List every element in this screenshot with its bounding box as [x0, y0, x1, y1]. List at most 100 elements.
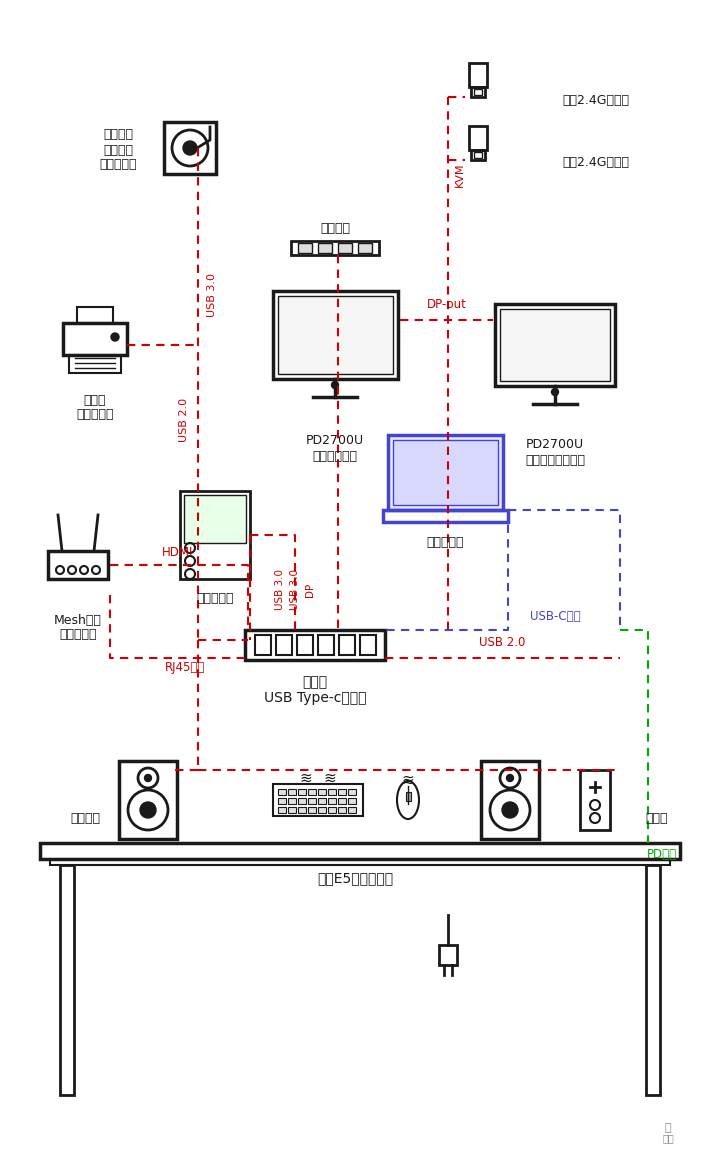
- Bar: [500, 309, 610, 381]
- Bar: [469, 126, 487, 150]
- Circle shape: [552, 388, 559, 395]
- Bar: [474, 152, 482, 158]
- Bar: [474, 89, 482, 94]
- Bar: [298, 243, 312, 253]
- Bar: [481, 761, 539, 839]
- Bar: [180, 491, 250, 579]
- Text: 桌面音箱: 桌面音箱: [70, 811, 100, 825]
- Bar: [308, 808, 316, 813]
- Bar: [360, 635, 376, 655]
- Text: （规划中）: （规划中）: [76, 409, 114, 422]
- Circle shape: [506, 774, 513, 781]
- Text: PD2700U: PD2700U: [526, 439, 584, 452]
- Text: PD供电: PD供电: [647, 849, 677, 862]
- Bar: [383, 510, 508, 522]
- Text: DP-out: DP-out: [427, 298, 467, 311]
- Bar: [278, 789, 286, 795]
- Text: 解码器: 解码器: [645, 811, 667, 825]
- Text: （主显示屏）: （主显示屏）: [312, 449, 358, 462]
- Bar: [288, 808, 296, 813]
- Bar: [40, 843, 680, 859]
- Bar: [291, 241, 379, 255]
- Bar: [469, 63, 487, 88]
- Text: （副屏，规划中）: （副屏，规划中）: [525, 455, 585, 468]
- Bar: [245, 630, 385, 660]
- Bar: [348, 808, 356, 813]
- Bar: [338, 798, 346, 804]
- Text: USB 2.0: USB 2.0: [179, 397, 189, 442]
- Text: 键盘2.4G接收器: 键盘2.4G接收器: [562, 157, 629, 169]
- Bar: [328, 789, 336, 795]
- Text: （规划中）: （规划中）: [99, 159, 137, 172]
- Bar: [278, 296, 393, 374]
- Bar: [63, 323, 127, 355]
- Bar: [297, 635, 313, 655]
- Bar: [273, 785, 363, 816]
- Bar: [69, 355, 121, 373]
- Bar: [405, 793, 410, 801]
- Text: 鼠标2.4G接收器: 鼠标2.4G接收器: [562, 93, 629, 106]
- Bar: [255, 635, 271, 655]
- Circle shape: [111, 333, 119, 341]
- Bar: [339, 635, 355, 655]
- Text: 笔记本电脑: 笔记本电脑: [426, 536, 464, 548]
- Circle shape: [183, 141, 197, 156]
- Bar: [393, 440, 498, 505]
- Text: 众测: 众测: [662, 1134, 674, 1143]
- Text: 屏幕挂灯: 屏幕挂灯: [320, 221, 350, 235]
- Text: ≋: ≋: [323, 771, 336, 786]
- Bar: [328, 798, 336, 804]
- Bar: [348, 789, 356, 795]
- Bar: [358, 243, 372, 253]
- Bar: [288, 798, 296, 804]
- Text: 乐歌E5电动升降桌: 乐歌E5电动升降桌: [317, 871, 393, 885]
- Bar: [439, 945, 457, 965]
- Text: USB 3.0: USB 3.0: [290, 569, 300, 611]
- Bar: [278, 798, 286, 804]
- Text: KVM: KVM: [455, 162, 465, 188]
- Text: （规划中）: （规划中）: [59, 629, 96, 642]
- Text: Mesh节点: Mesh节点: [54, 614, 102, 627]
- Text: 移动硬盘: 移动硬盘: [103, 144, 133, 157]
- Bar: [328, 808, 336, 813]
- Bar: [318, 635, 334, 655]
- Bar: [338, 243, 352, 253]
- Text: ≋: ≋: [300, 771, 312, 786]
- Text: USB Type-c扩展坞: USB Type-c扩展坞: [264, 691, 366, 705]
- Bar: [348, 798, 356, 804]
- Text: 硬盘柜或: 硬盘柜或: [103, 129, 133, 142]
- Circle shape: [140, 802, 156, 818]
- Text: RJ45网口: RJ45网口: [165, 661, 205, 675]
- Bar: [119, 761, 177, 839]
- Text: 智: 智: [665, 1123, 671, 1134]
- Bar: [77, 306, 113, 323]
- Text: DP: DP: [305, 583, 315, 597]
- Bar: [278, 808, 286, 813]
- Bar: [471, 88, 485, 97]
- Bar: [318, 789, 326, 795]
- Bar: [298, 798, 306, 804]
- Bar: [471, 150, 485, 160]
- Text: USB-C输入: USB-C输入: [530, 609, 580, 622]
- Text: HDMI: HDMI: [162, 546, 194, 560]
- Bar: [50, 859, 670, 865]
- Bar: [580, 770, 610, 829]
- Text: ≋: ≋: [402, 773, 415, 788]
- Bar: [276, 635, 292, 655]
- Text: 触摸显示屏: 触摸显示屏: [197, 591, 234, 605]
- Text: USB 3.0: USB 3.0: [207, 273, 217, 317]
- Bar: [308, 798, 316, 804]
- Bar: [298, 789, 306, 795]
- Circle shape: [145, 774, 151, 781]
- Bar: [318, 798, 326, 804]
- Bar: [288, 789, 296, 795]
- Text: USB 3.0: USB 3.0: [275, 569, 285, 611]
- Bar: [338, 789, 346, 795]
- Bar: [298, 808, 306, 813]
- Text: USB 2.0: USB 2.0: [479, 637, 525, 650]
- Bar: [646, 865, 660, 1096]
- Bar: [338, 808, 346, 813]
- Text: 打印机: 打印机: [84, 394, 107, 407]
- Circle shape: [331, 381, 338, 388]
- Bar: [164, 122, 216, 174]
